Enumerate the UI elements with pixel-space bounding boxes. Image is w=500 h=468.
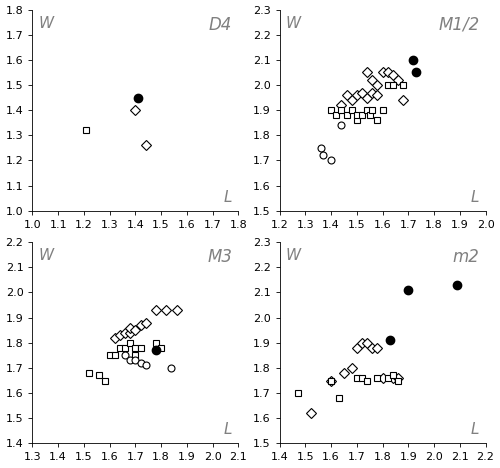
Text: W: W [38, 15, 54, 30]
Text: m2: m2 [452, 248, 479, 266]
Text: L: L [471, 423, 480, 438]
Text: W: W [38, 248, 54, 263]
Text: L: L [471, 190, 480, 205]
Text: L: L [224, 190, 232, 205]
Text: W: W [286, 15, 301, 30]
Text: W: W [286, 248, 301, 263]
Text: D4: D4 [209, 15, 232, 34]
Text: L: L [224, 423, 232, 438]
Text: M1/2: M1/2 [438, 15, 480, 34]
Text: M3: M3 [207, 248, 232, 266]
